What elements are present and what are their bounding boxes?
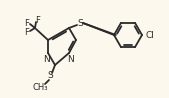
Text: F: F <box>25 19 29 28</box>
Text: N: N <box>67 55 73 64</box>
Text: Cl: Cl <box>145 30 154 39</box>
Text: S: S <box>47 72 53 80</box>
Text: N: N <box>44 55 50 64</box>
Text: F: F <box>25 28 29 36</box>
Text: F: F <box>35 15 40 24</box>
Text: CH₃: CH₃ <box>32 83 48 92</box>
Text: S: S <box>77 19 83 28</box>
